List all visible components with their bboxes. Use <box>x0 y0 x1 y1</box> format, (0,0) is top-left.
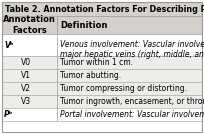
Text: Tumor ingrowth, encasement, or thrombus.: Tumor ingrowth, encasement, or thrombus. <box>60 97 204 106</box>
Bar <box>2 121 202 132</box>
Bar <box>2 56 202 69</box>
Text: Definition: Definition <box>60 21 107 29</box>
Bar <box>2 16 202 34</box>
Bar <box>2 82 202 95</box>
Bar <box>2 108 202 121</box>
Text: V0: V0 <box>21 58 31 67</box>
Bar <box>2 95 202 108</box>
Bar <box>2 69 202 82</box>
Text: Tumor compressing or distorting.: Tumor compressing or distorting. <box>60 84 187 93</box>
Text: Annotation
Factors: Annotation Factors <box>3 15 56 35</box>
Text: Pᵇ: Pᵇ <box>4 110 13 119</box>
Text: V1: V1 <box>21 71 31 80</box>
Text: Tumor abutting.: Tumor abutting. <box>60 71 121 80</box>
Text: Table 2. Annotation Factors For Describing PRETEXT and Pᵇ: Table 2. Annotation Factors For Describi… <box>5 5 204 14</box>
Bar <box>2 2 202 16</box>
Text: major hepatic veins (right, middle, and left).: major hepatic veins (right, middle, and … <box>60 50 204 59</box>
Text: Vᵇ: Vᵇ <box>4 40 13 49</box>
Text: Portal involvement: Vascular involvement of the main po: Portal involvement: Vascular involvement… <box>60 110 204 119</box>
Text: Tumor within 1 cm.: Tumor within 1 cm. <box>60 58 133 67</box>
Text: Venous involvement: Vascular involvement of the retrohe-: Venous involvement: Vascular involvement… <box>60 40 204 49</box>
Text: V2: V2 <box>21 84 31 93</box>
Text: V3: V3 <box>21 97 31 106</box>
Bar <box>2 34 202 56</box>
